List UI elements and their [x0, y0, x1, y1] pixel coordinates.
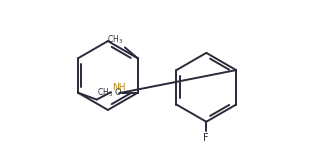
- Text: F: F: [203, 133, 209, 143]
- Text: NH: NH: [112, 83, 126, 92]
- Text: CH$_3$: CH$_3$: [107, 34, 123, 46]
- Text: O: O: [114, 88, 121, 97]
- Text: CH$_3$: CH$_3$: [97, 87, 113, 99]
